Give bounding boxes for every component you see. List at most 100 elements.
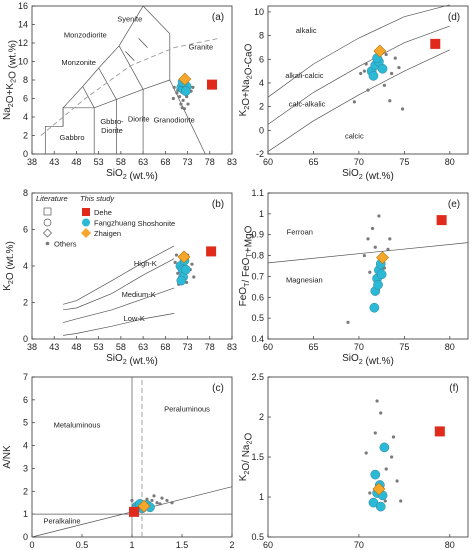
- boundary-line: [63, 287, 175, 323]
- marker-dot-0-3-8: [186, 102, 190, 106]
- y-tick-label: 2: [23, 298, 28, 308]
- marker-dot-0-3-11: [191, 85, 195, 89]
- marker-dot-2-3-5: [130, 498, 134, 503]
- marker-circle-3-1-3: [377, 63, 388, 74]
- x-tick-label: 75: [399, 342, 409, 352]
- panel-label: (a): [212, 12, 224, 23]
- y-tick-label: 0.5: [251, 313, 264, 323]
- panel-label: (b): [212, 199, 224, 210]
- field-label: Granite: [189, 42, 214, 51]
- legend-entry-others: Others: [54, 240, 77, 249]
- marker-square-1-0-0: [206, 246, 217, 257]
- x-tick-label: 2: [229, 540, 234, 550]
- x-tick-label: 65: [308, 157, 318, 167]
- y-tick-label: 10: [18, 57, 28, 67]
- marker-dot-1-3-7: [174, 253, 179, 257]
- x-tick-label: 80: [445, 342, 455, 352]
- boundary-line: [82, 86, 95, 108]
- x-axis-title: SiO2 (wt.%): [106, 168, 158, 182]
- marker-dot-5-3-1: [379, 411, 383, 415]
- x-tick-label: 70: [354, 540, 364, 550]
- legend-entry-fangzhuang: Fangzhuang: [94, 219, 136, 228]
- boundary-line: [63, 258, 175, 311]
- y-axis-title: K2O (wt.%): [2, 241, 16, 291]
- legend-open-diamond: [43, 228, 52, 238]
- plot-frame: [31, 5, 233, 155]
- legend: Literature This study Dehe FangzhuangZhaige…: [36, 194, 136, 249]
- marker-circle-5-1-4: [370, 469, 381, 480]
- marker-dot-3-3-11: [393, 56, 397, 60]
- y-tick-label: 4: [259, 78, 264, 88]
- marker-dot-0-3-0: [172, 85, 176, 89]
- marker-diamond-2-2-0: [137, 499, 151, 513]
- x-tick-label: 48: [71, 342, 81, 352]
- field-label: Peraluminous: [164, 404, 210, 413]
- marker-dot-0-3-12: [180, 106, 184, 110]
- y-tick-label: 6: [23, 225, 28, 235]
- y-tick-label: 6: [23, 395, 28, 405]
- y-tick-label: 0.6: [251, 292, 264, 302]
- marker-dot-5-3-6: [395, 479, 399, 483]
- marker-diamond-3-2-0: [373, 44, 387, 58]
- x-tick-label: 70: [354, 157, 364, 167]
- plot-frame: [267, 5, 469, 155]
- y-tick-label: 0.5: [251, 532, 264, 542]
- x-tick-label: 0: [29, 540, 34, 550]
- x-tick-label: 60: [263, 540, 273, 550]
- y-tick-label: 0.7: [251, 271, 264, 281]
- legend-open-square: [43, 207, 52, 216]
- y-tick-label: 0: [23, 334, 28, 344]
- x-axis-title: SiO2 (wt.%): [106, 353, 158, 367]
- marker-dot-5-3-4: [390, 455, 394, 459]
- x-tick-label: 68: [160, 342, 170, 352]
- marker-dot-4-3-3: [362, 253, 366, 258]
- panel-4: 60 65 70 75 80 0.4 0.5 0.6 0.7 0.8 0.9 1 1.1 SiO2 (wt…: [238, 188, 469, 367]
- marker-dot-5-3-2: [373, 431, 377, 435]
- y-tick-label: 1.1: [251, 188, 264, 198]
- marker-diamond-4-2-0: [376, 251, 389, 265]
- boundary-line: [63, 245, 175, 305]
- marker-dot-3-3-6: [382, 83, 386, 87]
- x-tick-label: 65: [308, 342, 318, 352]
- y-tick-label: 2: [259, 102, 264, 112]
- x-tick-label: 58: [116, 157, 126, 167]
- x-tick-label: 60: [263, 157, 273, 167]
- x-tick-label: 38: [27, 342, 37, 352]
- marker-dot-3-3-8: [352, 100, 356, 104]
- marker-circle-4-1-5: [373, 279, 383, 290]
- field-label: Metaluminous: [54, 420, 101, 429]
- marker-diamond-5-2-0: [372, 482, 386, 496]
- marker-dot-4-3-9: [373, 245, 377, 249]
- field-label: Diorite: [128, 115, 150, 124]
- marker-dot-5-3-9: [391, 435, 396, 439]
- legend-fangzhuang-circle: [82, 218, 90, 227]
- x-tick-label: 63: [138, 342, 148, 352]
- x-tick-label: 75: [399, 157, 409, 167]
- y-tick-label: 6: [23, 94, 28, 104]
- y-tick-label: 4: [23, 112, 28, 122]
- panel-label: (c): [212, 383, 224, 394]
- x-axis-title: SiO2 (wt.%): [342, 168, 394, 182]
- marker-dot-5-3-0: [375, 399, 379, 403]
- plot-frame: [267, 192, 469, 340]
- marker-dot-2-3-1: [155, 501, 159, 505]
- y-tick-label: 1: [259, 492, 264, 502]
- marker-dot-1-3-5: [190, 262, 194, 266]
- y-tick-label: 1: [259, 209, 264, 219]
- y-axis-title: FeOT/ FeOT+MgO: [238, 225, 255, 306]
- marker-square-4-0-0: [436, 215, 447, 226]
- marker-dot-2-3-6: [170, 501, 174, 505]
- field-label: Monzonite: [61, 58, 96, 67]
- marker-square-3-0-0: [430, 38, 441, 49]
- x-tick-label: 0.5: [76, 540, 89, 550]
- field-label: Medium-K: [122, 290, 156, 299]
- y-tick-label: 2: [23, 486, 28, 496]
- marker-dot-3-3-2: [384, 52, 388, 57]
- x-tick-label: 53: [94, 157, 104, 167]
- marker-dot-4-3-5: [388, 237, 392, 241]
- field-label: Shoshonite: [138, 219, 176, 228]
- marker-circle-5-1-6: [375, 501, 386, 512]
- x-tick-label: 58: [116, 342, 126, 352]
- marker-diamond-1-2-0: [177, 250, 191, 264]
- legend-header-literature: Literature: [36, 194, 68, 203]
